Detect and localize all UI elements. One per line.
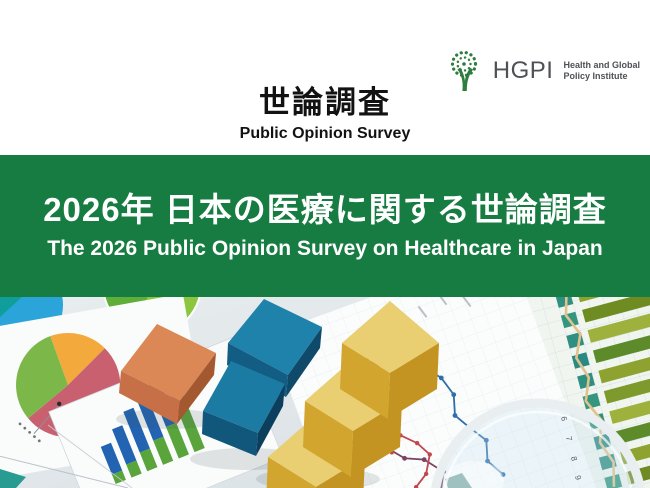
lens-axis-numbers: 6 7 8 9 bbox=[559, 416, 583, 482]
yellow-blocks bbox=[266, 301, 439, 488]
paper-edges bbox=[0, 424, 472, 488]
lens-axis-number: 7 bbox=[564, 436, 574, 443]
header: HGPI Health and Global Policy Institute … bbox=[0, 0, 650, 155]
banner-title-jp: 2026年 日本の医療に関する世論調査 bbox=[43, 191, 607, 229]
logo-name-line2: Policy Institute bbox=[563, 71, 628, 81]
orange-block bbox=[119, 324, 216, 424]
hgpi-tree-icon bbox=[450, 50, 477, 91]
teal-corner-wedge bbox=[0, 297, 22, 317]
green-bar-chart-graphic bbox=[481, 297, 650, 488]
hgpi-logo: HGPI Health and Global Policy Institute bbox=[444, 50, 640, 92]
magnifier-lens bbox=[431, 398, 645, 488]
tan-trend-line bbox=[564, 297, 616, 487]
logo-acronym: HGPI bbox=[492, 57, 554, 84]
header-titles: 世論調査 Public Opinion Survey bbox=[0, 87, 650, 143]
survey-title-jp: 世論調査 bbox=[259, 85, 391, 120]
lens-axis-number: 8 bbox=[569, 456, 579, 463]
blue-blocks bbox=[202, 299, 322, 456]
banner-title-en: The 2026 Public Opinion Survey on Health… bbox=[47, 236, 603, 260]
survey-title-en: Public Opinion Survey bbox=[239, 125, 411, 142]
tiny-label-dots bbox=[18, 422, 41, 443]
hero-photo-graphic: 36 bbox=[0, 297, 650, 488]
lens-axis-number: 6 bbox=[559, 416, 569, 423]
logo-name: Health and Global Policy Institute bbox=[563, 60, 640, 82]
hero-photo: 36 bbox=[0, 297, 650, 488]
lens-axis-number: 9 bbox=[573, 475, 583, 482]
green-banner: 2026年 日本の医療に関する世論調査 The 2026 Public Opin… bbox=[0, 155, 650, 297]
logo-name-line1: Health and Global bbox=[563, 60, 640, 71]
